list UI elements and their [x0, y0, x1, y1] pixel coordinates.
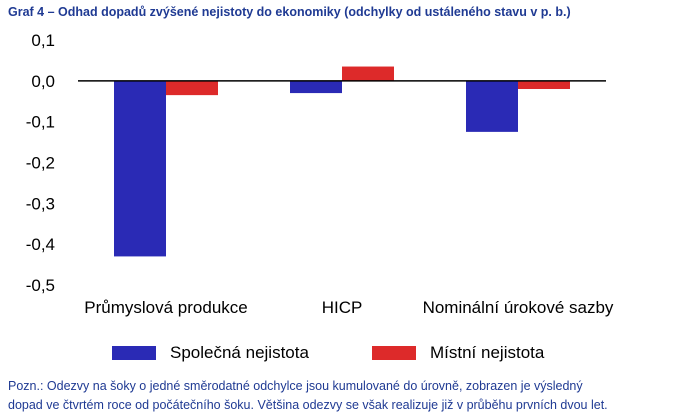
y-tick-label: -0,2 — [26, 154, 55, 173]
chart-legend: Společná nejistota Místní nejistota — [0, 343, 674, 363]
bar-series-2 — [518, 80, 570, 89]
legend-swatch-series-1 — [112, 346, 156, 360]
legend-label-series-2: Místní nejistota — [430, 343, 545, 362]
bar-series-1 — [290, 80, 342, 94]
y-tick-label: 0,0 — [31, 72, 55, 91]
chart-note: Pozn.: Odezvy na šoky o jedné směrodatné… — [8, 377, 668, 415]
chart-title: Graf 4 – Odhad dopadů zvýšené nejistoty … — [8, 5, 571, 19]
note-line-2: dopad ve čtvrtém roce od počátečního šok… — [8, 398, 608, 412]
legend-item-series-1: Společná nejistota — [112, 343, 309, 363]
y-tick-label: -0,5 — [26, 276, 55, 295]
x-tick-label: HICP — [322, 298, 363, 317]
x-tick-label: Nominální úrokové sazby — [423, 298, 614, 317]
bar-series-1 — [114, 80, 166, 257]
legend-item-series-2: Místní nejistota — [372, 343, 544, 363]
bar-series-1 — [466, 80, 518, 132]
y-tick-label: -0,4 — [26, 235, 55, 254]
y-tick-label: 0,1 — [31, 31, 55, 50]
y-tick-label: -0,1 — [26, 113, 55, 132]
x-tick-label: Průmyslová produkce — [84, 298, 247, 317]
y-tick-label: -0,3 — [26, 194, 55, 213]
legend-swatch-series-2 — [372, 346, 416, 360]
bar-chart: 0,1 0,0 -0,1 -0,2 -0,3 -0,4 -0,5 Průmyslová pro… — [26, 31, 614, 317]
note-line-1: Pozn.: Odezvy na šoky o jedné směrodatné… — [8, 379, 583, 393]
bar-series-2 — [166, 80, 218, 96]
bar-series-2 — [342, 66, 394, 81]
legend-label-series-1: Společná nejistota — [170, 343, 309, 362]
